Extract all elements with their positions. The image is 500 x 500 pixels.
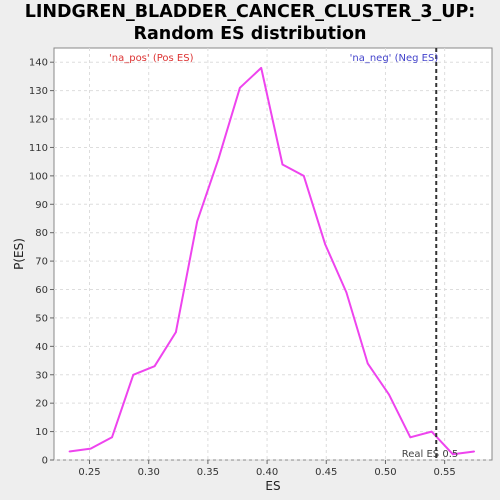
y-tick-label: 90 [35,200,48,211]
data-point [153,365,156,368]
y-tick-label: 30 [35,370,48,381]
data-point [409,436,412,439]
x-axis: 0.25 0.30 0.35 0.40 0.45 0.50 0.55 [78,460,456,478]
real-es-label: Real ES 0.5 [402,449,458,460]
x-tick-label: 0.50 [374,467,396,478]
legend-neg-es: 'na_neg' (Neg ES) [350,53,439,64]
data-point [430,430,433,433]
legend-pos-es: 'na_pos' (Pos ES) [109,53,194,64]
y-tick-label: 20 [35,399,48,410]
x-tick-label: 0.55 [434,467,456,478]
data-point [239,86,241,89]
plot-area [53,47,493,461]
x-tick-label: 0.35 [197,467,219,478]
data-point [111,436,113,439]
y-tick-label: 80 [35,228,48,239]
y-tick-label: 0 [42,456,48,467]
y-tick-label: 50 [35,313,48,324]
y-tick-label: 120 [29,115,48,126]
data-point [388,393,390,396]
y-tick-label: 70 [35,257,48,268]
x-tick-label: 0.25 [78,467,100,478]
y-tick-label: 110 [29,143,48,154]
chart-title-line1: LINDGREN_BLADDER_CANCER_CLUSTER_3_UP: [24,2,476,22]
data-point [324,243,326,245]
es-distribution-line [69,66,475,456]
y-axis: 0 10 20 30 40 50 60 70 80 90 100 110 120 130 140 [29,58,54,467]
y-tick-label: 130 [29,86,48,97]
x-tick-label: 0.40 [256,467,278,478]
data-point [260,67,262,69]
data-point [345,291,348,294]
chart-title: LINDGREN_BLADDER_CANCER_CLUSTER_3_UP: Ra… [0,1,500,45]
data-point [473,450,476,453]
x-tick-label: 0.30 [138,467,160,478]
y-tick-label: 40 [35,342,48,353]
y-tick-label: 100 [29,171,48,182]
data-point [132,373,135,376]
x-tick-label: 0.45 [315,467,337,478]
data-point [302,175,305,177]
data-point [89,447,92,450]
y-tick-label: 10 [35,427,48,438]
y-tick-label: 60 [35,285,48,296]
data-point [68,450,71,453]
x-axis-label: ES [265,479,280,493]
data-point [281,163,284,166]
chart-title-line2: Random ES distribution [133,24,367,44]
data-point [217,158,220,160]
y-axis-label: P(ES) [12,238,26,270]
data-point [196,220,199,223]
grid-lines [54,48,492,461]
data-point [175,331,177,333]
y-tick-label: 140 [29,58,48,69]
data-point [366,362,369,365]
data-point [452,453,454,456]
